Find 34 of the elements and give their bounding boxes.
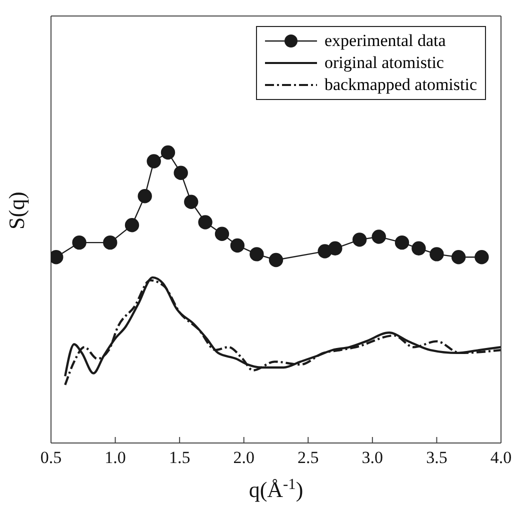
point <box>394 235 410 250</box>
x-axis-title: q(Å$^{-1}$) <box>248 476 304 502</box>
x-tick-label: 0.5 <box>40 448 62 468</box>
y-axis-title: S(q) <box>4 192 29 230</box>
point <box>372 230 386 244</box>
point <box>214 226 230 241</box>
point <box>268 252 284 268</box>
x-tick-label: 1.0 <box>104 448 126 468</box>
point <box>146 154 161 168</box>
x-tick-label: 3.5 <box>426 448 448 468</box>
point <box>124 218 140 232</box>
legend-label: original atomistic <box>324 52 444 74</box>
x-tick-label: 3.0 <box>362 448 384 468</box>
point <box>72 235 86 250</box>
point <box>138 188 152 204</box>
point <box>250 247 264 262</box>
point <box>451 250 466 264</box>
point <box>474 250 489 264</box>
point <box>352 232 367 247</box>
x-tick-label: 4.0 <box>490 448 512 468</box>
point <box>184 194 198 210</box>
point <box>198 215 212 230</box>
x-tick-label: 2.5 <box>298 448 319 468</box>
point <box>430 247 444 262</box>
point <box>160 145 176 160</box>
point <box>174 166 188 180</box>
x-tick-label: 2.0 <box>233 448 254 468</box>
point <box>328 241 342 256</box>
legend-label: backmapped atomistic <box>324 74 477 96</box>
point <box>230 238 245 253</box>
x-tick-label: 1.5 <box>168 448 190 468</box>
legend-label: experimental data <box>324 30 446 52</box>
point <box>103 235 118 250</box>
point <box>412 241 426 256</box>
